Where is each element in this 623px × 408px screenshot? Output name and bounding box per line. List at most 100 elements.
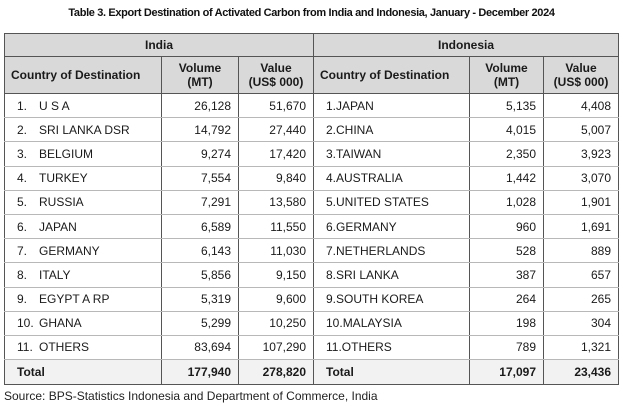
table-row: 11. OTHERS 83,694 107,290 11.OTHERS 789 1,321 (4, 334, 620, 361)
indonesia-value-cell: 1,691 (542, 213, 620, 240)
indonesia-value-cell: 304 (542, 310, 620, 336)
indonesia-country-cell: 1.JAPAN (313, 92, 470, 119)
india-rank: 5. (17, 195, 28, 210)
indonesia-country-cell: 11.OTHERS (313, 334, 470, 361)
india-rank: 10. (17, 316, 34, 331)
indonesia-volume-cell: 4,015 (469, 117, 544, 143)
india-rank: 9. (17, 292, 28, 307)
india-total-volume: 177,940 (161, 359, 239, 386)
india-country-cell: 4. TURKEY (4, 165, 162, 191)
india-country-name: BELGIUM (39, 146, 94, 161)
india-country-name: RUSSIA (39, 195, 84, 210)
india-country-cell: 6. JAPAN (4, 213, 162, 240)
india-volume-cell: 6,143 (161, 238, 239, 264)
indonesia-volume-column-header: Volume (MT) (469, 56, 544, 94)
india-country-name: U S A (39, 98, 70, 113)
table-row: 1. U S A 26,128 51,670 1.JAPAN 5,135 4,408 (4, 92, 620, 119)
indonesia-country-name: CHINA (336, 122, 374, 137)
table-row: 4. TURKEY 7,554 9,840 4.AUSTRALIA 1,442 3,070 (4, 165, 620, 191)
table-row: 3. BELGIUM 9,274 17,420 3.TAIWAN 2,350 3,923 (4, 141, 620, 167)
india-volume-cell: 5,319 (161, 286, 239, 312)
indonesia-country-cell: 4.AUSTRALIA (313, 165, 470, 191)
indonesia-country-cell: 7.NETHERLANDS (313, 238, 470, 264)
india-value-cell: 9,150 (238, 262, 314, 288)
india-value-column-header: Value (US$ 000) (238, 56, 314, 94)
table-title: Table 3. Export Destination of Activated… (68, 7, 555, 19)
indonesia-value-cell: 4,408 (542, 92, 620, 119)
indonesia-total-value: 23,436 (542, 359, 620, 386)
indonesia-country-name: JAPAN (336, 98, 374, 113)
india-rank: 6. (17, 219, 28, 234)
india-country-cell: 11. OTHERS (4, 334, 162, 361)
total-row: Total 177,940 278,820 Total 17,097 23,43… (4, 359, 620, 386)
indonesia-header: Indonesia (312, 33, 620, 57)
india-value-cell: 11,030 (238, 238, 314, 264)
indonesia-country-cell: 5.UNITED STATES (313, 189, 470, 215)
indonesia-rank: 7. (326, 243, 337, 258)
indonesia-total-label: Total (313, 359, 470, 386)
india-value-cell: 51,670 (238, 92, 314, 119)
india-volume-cell: 6,589 (161, 213, 239, 240)
indonesia-volume-cell: 1,028 (469, 189, 544, 215)
india-country-cell: 9. EGYPT A RP (4, 286, 162, 312)
indonesia-value-cell: 3,923 (542, 141, 620, 167)
india-value-cell: 27,440 (238, 117, 314, 143)
indonesia-value-cell: 889 (542, 238, 620, 264)
table-row: 9. EGYPT A RP 5,319 9,600 9.SOUTH KOREA 264 26… (4, 286, 620, 312)
indonesia-country-name: AUSTRALIA (336, 171, 403, 186)
indonesia-rank: 10. (326, 316, 343, 331)
indonesia-volume-cell: 2,350 (469, 141, 544, 167)
indonesia-rank: 5. (326, 195, 337, 210)
table-row: 5. RUSSIA 7,291 13,580 5.UNITED STATES 1,028 1… (4, 189, 620, 215)
indonesia-total-volume: 17,097 (469, 359, 544, 386)
indonesia-volume-cell: 1,442 (469, 165, 544, 191)
source-note: Source: BPS-Statistics Indonesia and Dep… (4, 389, 378, 403)
indonesia-rank: 3. (326, 146, 337, 161)
india-rank: 4. (17, 171, 28, 186)
table-row: 8. ITALY 5,856 9,150 8.SRI LANKA 387 657 (4, 262, 620, 288)
indonesia-rank: 4. (326, 171, 337, 186)
indonesia-country-column-header: Country of Destination (313, 56, 470, 94)
india-volume-cell: 5,299 (161, 310, 239, 336)
india-rank: 3. (17, 146, 28, 161)
india-volume-cell: 83,694 (161, 334, 239, 361)
india-country-name: SRI LANKA DSR (39, 122, 130, 137)
indonesia-volume-cell: 528 (469, 238, 544, 264)
india-volume-cell: 26,128 (161, 92, 239, 119)
india-volume-cell: 14,792 (161, 117, 239, 143)
india-value-cell: 13,580 (238, 189, 314, 215)
indonesia-volume-cell: 387 (469, 262, 544, 288)
indonesia-country-name: UNITED STATES (336, 195, 429, 210)
india-rank: 2. (17, 122, 28, 137)
indonesia-value-cell: 3,070 (542, 165, 620, 191)
export-destination-table: India Indonesia Country of Destination V… (4, 33, 620, 386)
indonesia-volume-cell: 264 (469, 286, 544, 312)
india-value-cell: 9,600 (238, 286, 314, 312)
india-rank: 1. (17, 98, 28, 113)
table-body: 1. U S A 26,128 51,670 1.JAPAN 5,135 4,408 2. SR… (4, 92, 620, 361)
india-country-name: GERMANY (39, 243, 100, 258)
india-country-cell: 2. SRI LANKA DSR (4, 117, 162, 143)
indonesia-value-cell: 1,321 (542, 334, 620, 361)
indonesia-country-cell: 10.MALAYSIA (313, 310, 470, 336)
indonesia-country-name: MALAYSIA (342, 316, 402, 331)
indonesia-country-cell: 3.TAIWAN (313, 141, 470, 167)
india-volume-column-header: Volume (MT) (161, 56, 239, 94)
india-volume-cell: 9,274 (161, 141, 239, 167)
india-value-cell: 17,420 (238, 141, 314, 167)
india-total-label: Total (4, 359, 162, 386)
india-header: India (4, 33, 314, 57)
india-country-name: GHANA (39, 316, 82, 331)
indonesia-country-cell: 9.SOUTH KOREA (313, 286, 470, 312)
indonesia-volume-cell: 5,135 (469, 92, 544, 119)
indonesia-country-name: OTHERS (341, 340, 392, 355)
indonesia-volume-cell: 960 (469, 213, 544, 240)
table-row: 2. SRI LANKA DSR 14,792 27,440 2.CHINA 4,015 5… (4, 117, 620, 143)
indonesia-rank: 2. (326, 122, 337, 137)
indonesia-value-column-header: Value (US$ 000) (542, 56, 620, 94)
india-country-name: OTHERS (39, 340, 90, 355)
table-row: 7. GERMANY 6,143 11,030 7.NETHERLANDS 528 889 (4, 238, 620, 264)
indonesia-country-name: SRI LANKA (336, 267, 399, 282)
indonesia-rank: 11. (326, 340, 342, 355)
indonesia-country-cell: 2.CHINA (313, 117, 470, 143)
